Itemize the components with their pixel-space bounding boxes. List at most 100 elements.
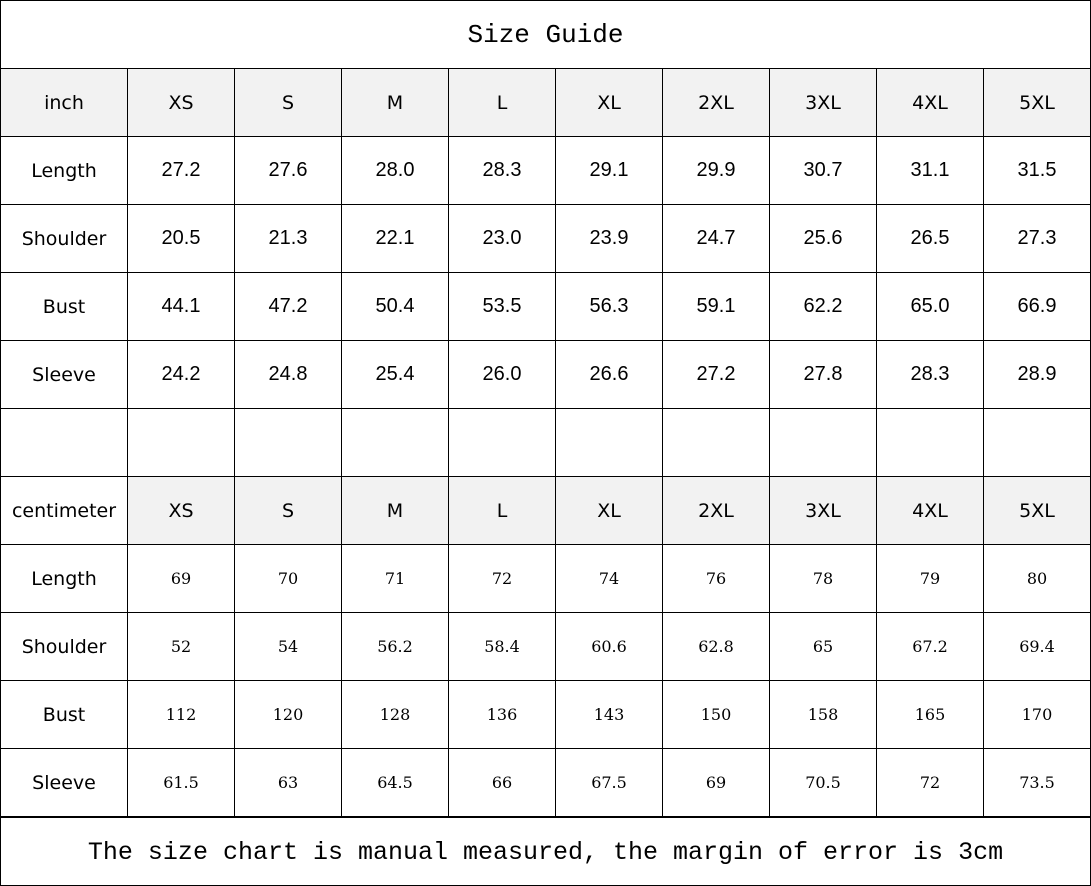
table-row: Shoulder 20.5 21.3 22.1 23.0 23.9 24.7 25.6 26.5… (1, 204, 1090, 273)
measurement-cell: 70 (234, 544, 342, 613)
row-label: Sleeve (1, 340, 128, 409)
inch-header-row: inch XS S M L XL 2XL 3XL 4XL 5XL (1, 69, 1090, 137)
row-label: Length (1, 136, 128, 205)
measurement-cell: 22.1 (341, 204, 449, 273)
measurement-cell: 80 (983, 544, 1090, 613)
measurement-cell: 136 (448, 680, 556, 749)
measurement-cell: 158 (769, 680, 877, 749)
measurement-cell: 53.5 (448, 272, 556, 341)
row-label: Bust (1, 680, 128, 749)
measurement-cell: 72 (448, 544, 556, 613)
table-row: Shoulder 52 54 56.2 58.4 60.6 62.8 65 67.2 69.4 (1, 612, 1090, 681)
size-table: inch XS S M L XL 2XL 3XL 4XL 5XL Length 27.2 27.6 28.… (1, 69, 1090, 817)
size-header-xl: XL (555, 69, 663, 137)
measurement-cell: 79 (876, 544, 984, 613)
table-row: Sleeve 24.2 24.8 25.4 26.0 26.6 27.2 27.8 28.3 28… (1, 340, 1090, 409)
measurement-cell: 31.1 (876, 136, 984, 205)
row-label: Bust (1, 272, 128, 341)
measurement-cell: 25.6 (769, 204, 877, 273)
measurement-cell: 69 (662, 748, 770, 817)
measurement-cell: 26.5 (876, 204, 984, 273)
table-row: Bust 44.1 47.2 50.4 53.5 56.3 59.1 62.2 65.0 66.9 (1, 272, 1090, 341)
measurement-cell: 24.8 (234, 340, 342, 409)
measurement-cell: 28.9 (983, 340, 1090, 409)
empty-cell (1, 408, 128, 477)
unit-label: inch (1, 69, 128, 137)
empty-cell (234, 408, 342, 477)
size-header-xs: XS (127, 476, 235, 545)
size-header-l: L (448, 69, 556, 137)
footer-note: The size chart is manual measured, the m… (1, 817, 1090, 886)
measurement-cell: 61.5 (127, 748, 235, 817)
measurement-cell: 21.3 (234, 204, 342, 273)
measurement-cell: 58.4 (448, 612, 556, 681)
measurement-cell: 65.0 (876, 272, 984, 341)
measurement-cell: 29.9 (662, 136, 770, 205)
empty-cell (662, 408, 770, 477)
measurement-cell: 112 (127, 680, 235, 749)
measurement-cell: 27.2 (662, 340, 770, 409)
measurement-cell: 28.3 (448, 136, 556, 205)
measurement-cell: 150 (662, 680, 770, 749)
size-header-s: S (234, 69, 342, 137)
measurement-cell: 73.5 (983, 748, 1090, 817)
measurement-cell: 70.5 (769, 748, 877, 817)
measurement-cell: 56.3 (555, 272, 663, 341)
measurement-cell: 66 (448, 748, 556, 817)
measurement-cell: 27.8 (769, 340, 877, 409)
measurement-cell: 120 (234, 680, 342, 749)
cm-header-row: centimeter XS S M L XL 2XL 3XL 4XL 5XL (1, 476, 1090, 545)
measurement-cell: 26.0 (448, 340, 556, 409)
measurement-cell: 69 (127, 544, 235, 613)
measurement-cell: 66.9 (983, 272, 1090, 341)
size-header-4xl: 4XL (876, 476, 984, 545)
measurement-cell: 27.2 (127, 136, 235, 205)
size-header-5xl: 5XL (983, 69, 1090, 137)
measurement-cell: 20.5 (127, 204, 235, 273)
measurement-cell: 74 (555, 544, 663, 613)
table-row: Length 69 70 71 72 74 76 78 79 80 (1, 544, 1090, 613)
page-title: Size Guide (1, 1, 1090, 69)
measurement-cell: 27.3 (983, 204, 1090, 273)
measurement-cell: 23.9 (555, 204, 663, 273)
size-header-m: M (341, 69, 449, 137)
size-header-3xl: 3XL (769, 476, 877, 545)
measurement-cell: 59.1 (662, 272, 770, 341)
measurement-cell: 28.3 (876, 340, 984, 409)
measurement-cell: 78 (769, 544, 877, 613)
size-header-l: L (448, 476, 556, 545)
measurement-cell: 29.1 (555, 136, 663, 205)
measurement-cell: 47.2 (234, 272, 342, 341)
size-header-3xl: 3XL (769, 69, 877, 137)
size-header-xl: XL (555, 476, 663, 545)
measurement-cell: 27.6 (234, 136, 342, 205)
measurement-cell: 31.5 (983, 136, 1090, 205)
size-header-5xl: 5XL (983, 476, 1090, 545)
measurement-cell: 25.4 (341, 340, 449, 409)
measurement-cell: 143 (555, 680, 663, 749)
measurement-cell: 67.2 (876, 612, 984, 681)
empty-cell (983, 408, 1090, 477)
empty-cell (127, 408, 235, 477)
measurement-cell: 56.2 (341, 612, 449, 681)
measurement-cell: 71 (341, 544, 449, 613)
measurement-cell: 26.6 (555, 340, 663, 409)
row-label: Shoulder (1, 204, 128, 273)
size-header-m: M (341, 476, 449, 545)
measurement-cell: 28.0 (341, 136, 449, 205)
measurement-cell: 165 (876, 680, 984, 749)
measurement-cell: 69.4 (983, 612, 1090, 681)
size-header-2xl: 2XL (662, 69, 770, 137)
size-header-4xl: 4XL (876, 69, 984, 137)
measurement-cell: 50.4 (341, 272, 449, 341)
empty-cell (555, 408, 663, 477)
spacer-row (1, 408, 1090, 477)
measurement-cell: 72 (876, 748, 984, 817)
measurement-cell: 52 (127, 612, 235, 681)
measurement-cell: 128 (341, 680, 449, 749)
measurement-cell: 60.6 (555, 612, 663, 681)
measurement-cell: 170 (983, 680, 1090, 749)
measurement-cell: 23.0 (448, 204, 556, 273)
measurement-cell: 67.5 (555, 748, 663, 817)
